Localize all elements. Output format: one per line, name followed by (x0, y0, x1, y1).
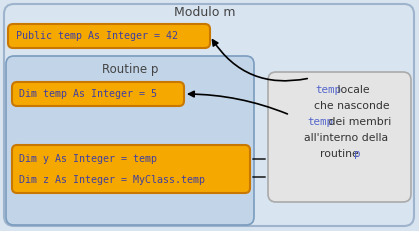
Text: routine: routine (321, 149, 363, 159)
Text: Dim temp As Integer = 5: Dim temp As Integer = 5 (19, 89, 157, 99)
Text: p: p (354, 149, 361, 159)
FancyBboxPatch shape (6, 56, 254, 225)
FancyBboxPatch shape (268, 72, 411, 202)
Text: locale: locale (334, 85, 370, 95)
Text: dei membri: dei membri (326, 117, 392, 127)
Text: Routine p: Routine p (102, 64, 158, 76)
Text: Public temp As Integer = 42: Public temp As Integer = 42 (16, 31, 178, 41)
FancyBboxPatch shape (4, 4, 414, 226)
FancyBboxPatch shape (8, 24, 210, 48)
Text: all'interno della: all'interno della (304, 133, 388, 143)
FancyBboxPatch shape (12, 82, 184, 106)
Text: temp: temp (316, 85, 342, 95)
Text: Modulo m: Modulo m (174, 6, 236, 19)
Text: temp: temp (308, 117, 334, 127)
Text: Dim y As Integer = temp: Dim y As Integer = temp (19, 154, 157, 164)
FancyBboxPatch shape (12, 145, 250, 193)
Text: Dim z As Integer = MyClass.temp: Dim z As Integer = MyClass.temp (19, 175, 205, 185)
Text: che nasconde: che nasconde (314, 101, 390, 111)
